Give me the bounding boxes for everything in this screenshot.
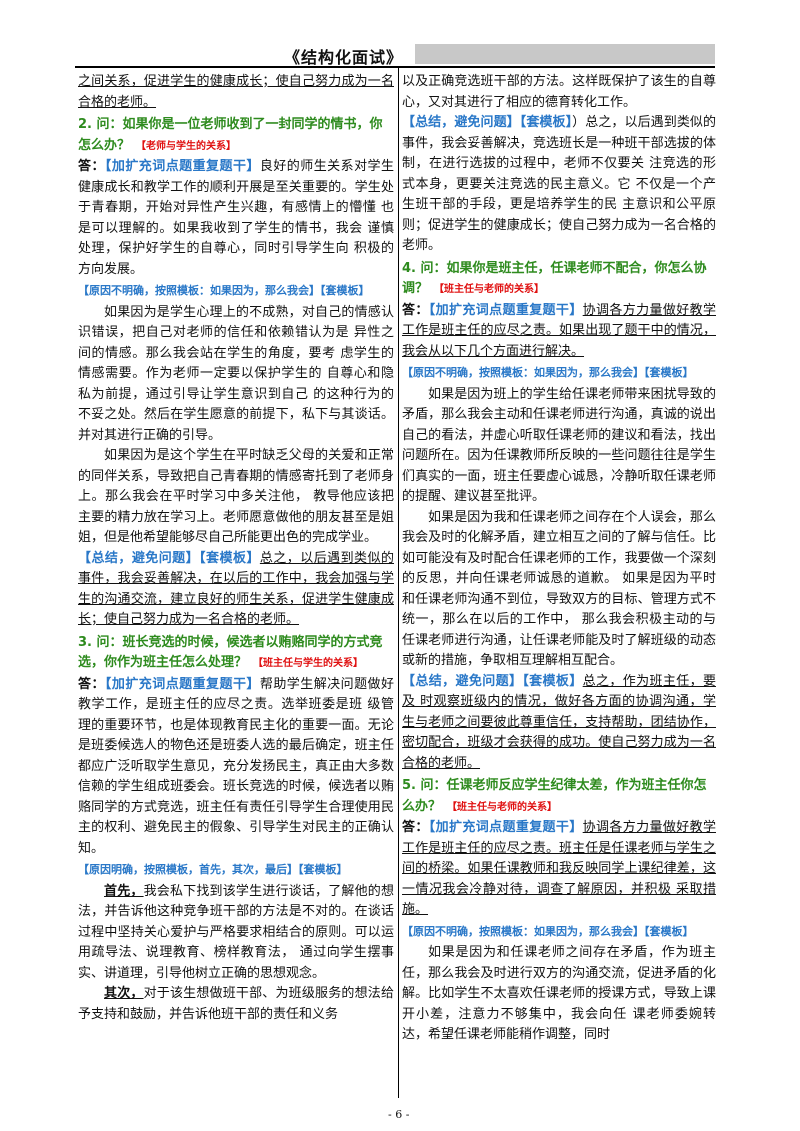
answer-label: 答： [78,159,105,174]
answer-4-p2: 如果是因为班上的学生给任课老师带来困扰导致的矛盾，那么我会主动和任课老师进行沟通… [402,386,716,505]
question-4-tag: 【班主任与老师的关系】 [434,284,545,295]
answer-4-p3: 如果是因为我和任课老师之间存在个人误会，那么我会及时的化解矛盾，建立相互之间的了… [402,509,716,669]
answer-2-template-note: 【原因不明确，按照模板：如果因为，那么我会】【套模板】 [78,284,370,297]
question-2: 2. 问：如果你是一位老师收到了一封同学的情书，你怎么办？ 【老师与学生的关系】 [78,115,394,157]
left-continuation: 之间关系，促进学生的健康成长；使自己努力成为一名合格的老师。 [78,74,394,110]
page-title: 《结构化面试》 [284,48,404,67]
question-3-tag: 【班主任与学生的关系】 [253,658,364,669]
answer-label: 答： [402,820,429,835]
right-column: 以及正确竞选班干部的方法。这样既保护了该生的自尊心，又对其进行了相应的德育转化工… [402,72,716,1046]
header-gray-bar [415,44,715,64]
answer-3-p3-text: 对于该生想做班干部、为班级服务的想法给予支持和鼓励，并告诉他班干部的责任和义务 [78,986,394,1022]
answer-2-tag: 【加扩充词点题重复题干】 [104,159,260,174]
answer-2-p1: 良好的师生关系对学生健康成长和教学工作的顺利开展是至关重要的。学生处于青春期，开… [78,159,394,277]
answer-5-tag: 【加扩充词点题重复题干】 [428,820,583,835]
answer-3-summary-tag: 【总结，避免问题】【套模板】 [402,115,573,130]
question-4-text: 4. 问：如果你是班主任，任课老师不配合，你怎么协调？ [402,260,707,297]
header-rule [75,66,715,68]
answer-3-p2-text: 我会私下找到该学生进行谈话，了解他的想法，并告诉他这种竞争班干部的方法是不对的。… [78,883,394,981]
question-5-tag: 【班主任与老师的关系】 [447,801,558,813]
answer-2-summary-text: 总之，以后遇到类似的事件，我会妥善解决，在以后的工作中，我会加强与学生的沟通交流… [78,550,394,628]
question-3-text: 3. 问：班长竞选的时候，候选者以贿赂同学的方式竞选，你作为班主任怎么处理？ [78,634,383,671]
left-column: 之间关系，促进学生的健康成长；使自己努力成为一名合格的老师。 2. 问：如果你是… [78,72,394,1025]
column-divider [398,68,399,1098]
answer-5-p2: 如果是因为和任课老师之间存在矛盾，作为班主任，那么我会及时进行双方的沟通交流，促… [402,945,716,1042]
question-4: 4. 问：如果你是班主任，任课老师不配合，你怎么协调？ 【班主任与老师的关系】 [402,259,716,301]
answer-3-summary-text: ）总之，以后遇到类似的事件，我会妥善解决，竞选班长是一种班干部选拔的体制，在进行… [402,115,716,253]
answer-4-tag: 【加扩充词点题重复题干】 [428,302,583,318]
page-number: - 6 - [388,1108,410,1121]
answer-4-summary-text: 总之，作为班主任，要及 时观察班级内的情况，做好各方面的协调沟通，学生与老师之间… [402,673,716,771]
answer-2-p2: 如果因为是学生心理上的不成熟，对自己的情感认识错误，把自己对老师的信任和依赖错认… [78,304,394,443]
answer-3-p1: 帮助学生解决问题做好教学工作，是班主任的应尽之责。选举班委是班 级管理的重要环节… [78,676,394,856]
answer-3-tag: 【加扩充词点题重复题干】 [104,676,260,692]
answer-4-p1: 协调各方力量做好教学工作是班主任的应尽之责。如果出现了题干中的情况，我会从以下几… [402,302,716,359]
question-5: 5. 问：任课老师反应学生纪律太差，作为班主任你怎么办？ 【班主任与老师的关系】 [402,776,716,818]
answer-3-intro: 答：【加扩充词点题重复题干】帮助学生解决问题做好教学工作，是班主任的应尽之责。选… [78,675,394,860]
answer-3-summary: 【总结，避免问题】【套模板】）总之，以后遇到类似的事件，我会妥善解决，竞选班长是… [402,113,716,257]
answer-4-summary: 【总结，避免问题】【套模板】总之，作为班主任，要及 时观察班级内的情况，做好各方… [402,672,716,775]
question-3: 3. 问：班长竞选的时候，候选者以贿赂同学的方式竞选，你作为班主任怎么处理？ 【班… [78,633,394,675]
answer-2-summary: 【总结，避免问题】【套模板】总之，以后遇到类似的事件，我会妥善解决，在以后的工作… [78,549,394,631]
right-continuation: 以及正确竞选班干部的方法。这样既保护了该生的自尊心，又对其进行了相应的德育转化工… [402,74,716,110]
question-2-tag: 【老师与学生的关系】 [136,140,237,152]
answer-5-template-note: 【原因不明确，按照模板：如果因为，那么我会】【套模板】 [402,924,694,938]
question-2-text: 2. 问：如果你是一位老师收到了一封同学的情书，你怎么办？ [78,117,383,153]
answer-2-intro: 答：【加扩充词点题重复题干】良好的师生关系对学生健康成长和教学工作的顺利开展是至… [78,157,394,280]
answer-4-intro: 答：【加扩充词点题重复题干】协调各方力量做好教学工作是班主任的应尽之责。如果出现… [402,301,716,363]
answer-2-summary-tag: 【总结，避免问题】【套模板】 [78,550,260,566]
answer-3-p3: 其次，对于该生想做班干部、为班级服务的想法给予支持和鼓励，并告诉他班干部的责任和… [78,984,394,1025]
answer-3-first-lead: 首先， [104,883,144,899]
answer-5-p1: 协调各方力量做好教学工作是班主任的应尽之责。班主任是任课老师与学生之间的桥梁。如… [402,820,716,917]
answer-3-second-lead: 其次， [104,986,144,1001]
answer-3-p2: 首先，我会私下找到该学生进行谈话，了解他的想法，并告诉他这种竞争班干部的方法是不… [78,882,394,985]
answer-label: 答： [78,676,105,692]
answer-2-p3: 如果因为是这个学生在平时缺乏父母的关爱和正常的同伴关系，导致把自己青春期的情感寄… [78,448,394,545]
answer-5-intro: 答：【加扩充词点题重复题干】协调各方力量做好教学工作是班主任的应尽之责。班主任是… [402,818,716,921]
question-5-text: 5. 问：任课老师反应学生纪律太差，作为班主任你怎么办？ [402,778,707,814]
answer-label: 答： [402,302,429,318]
answer-4-summary-tag: 【总结，避免问题】【套模板】 [402,673,583,689]
answer-4-template-note: 【原因不明确，按照模板：如果因为，那么我会】【套模板】 [402,366,694,379]
answer-3-template-note: 【原因明确，按照模板，首先，其次，最后】【套模板】 [78,863,348,876]
